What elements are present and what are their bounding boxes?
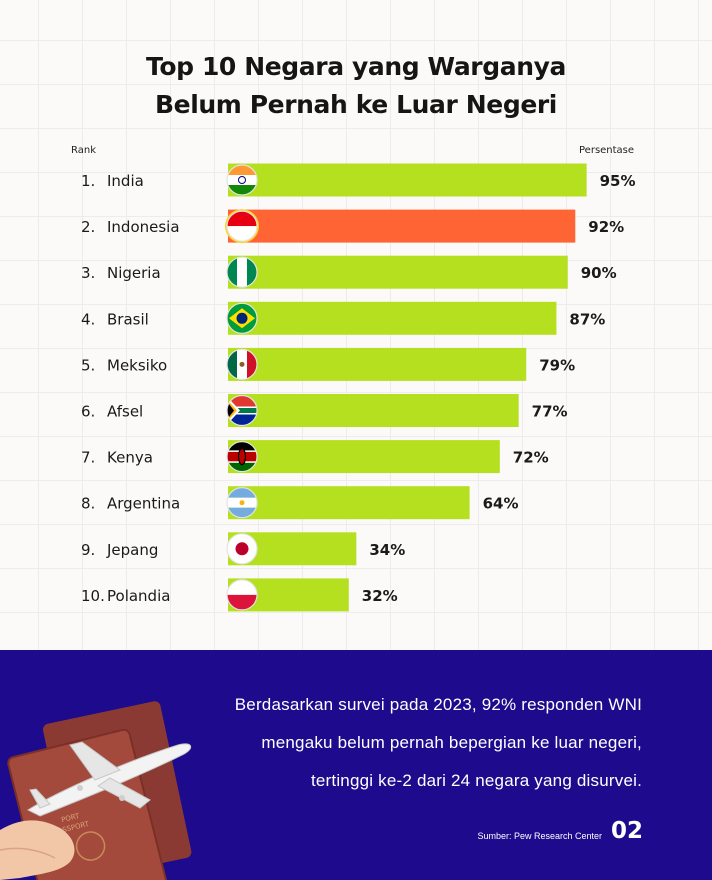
rank-label: 6. [81, 403, 95, 421]
south-africa-flag-icon [226, 394, 258, 427]
bar-row: 4. Brasil 87% [81, 301, 605, 335]
argentina-flag-icon [226, 487, 258, 519]
country-label: Argentina [107, 495, 180, 513]
rank-label: 8. [81, 495, 95, 513]
kenya-flag-icon [226, 441, 258, 473]
bar [228, 440, 500, 474]
description-line-2: mengaku belum pernah bepergian ke luar n… [261, 733, 642, 752]
brazil-flag-icon [226, 302, 258, 334]
percentage-header: Persentase [579, 145, 635, 156]
bar-row: 6. Afsel 77% [81, 394, 568, 427]
bar-row: 2. Indonesia 92% [81, 209, 624, 244]
mexico-flag-icon [226, 348, 258, 380]
page-number: 02 [610, 818, 643, 844]
country-label: Polandia [107, 587, 170, 605]
rank-label: 4. [81, 310, 95, 328]
rank-label: 2. [81, 218, 95, 236]
bar-row: 3. Nigeria 90% [81, 255, 617, 289]
rank-label: 5. [81, 356, 95, 374]
rank-label: 1. [81, 172, 95, 190]
india-flag-icon [226, 164, 258, 196]
value-label: 77% [532, 403, 568, 421]
bar [228, 486, 470, 520]
description-line-1: Berdasarkan survei pada 2023, 92% respon… [234, 695, 642, 714]
value-label: 79% [539, 356, 575, 374]
rank-label: 7. [81, 449, 95, 467]
indonesia-flag-icon [225, 209, 259, 244]
country-label: Jepang [106, 541, 158, 559]
value-label: 72% [513, 449, 549, 467]
value-label: 87% [569, 310, 605, 328]
bar [228, 394, 519, 427]
bar [228, 163, 587, 197]
country-label: Kenya [107, 449, 153, 467]
chart-section: Top 10 Negara yang Warganya Belum Pernah… [0, 0, 712, 650]
rank-label: 3. [81, 264, 95, 282]
bar [228, 301, 557, 335]
bar-row: 7. Kenya 72% [81, 440, 549, 474]
title-line-2: Belum Pernah ke Luar Negeri [155, 90, 557, 119]
bar-row: 9. Jepang 34% [81, 532, 405, 566]
bar [228, 255, 568, 289]
source-credit: Sumber: Pew Research Center [477, 831, 602, 841]
country-label: Afsel [107, 403, 143, 421]
bar-row: 10. Polandia 32% [81, 578, 398, 612]
rank-header: Rank [71, 145, 96, 156]
value-label: 34% [369, 541, 405, 559]
description-line-3: tertinggi ke-2 dari 24 negara yang disur… [310, 771, 642, 790]
bar [228, 209, 576, 243]
bar-row: 8. Argentina 64% [81, 486, 519, 520]
country-label: Brasil [107, 310, 149, 328]
country-label: Nigeria [107, 264, 161, 282]
footer-panel: PORT PASSPORT Berdasarkan survei pada 20… [0, 650, 712, 880]
rank-label: 9. [81, 541, 95, 559]
value-label: 95% [600, 172, 636, 190]
country-label: India [107, 172, 144, 190]
poland-flag-icon [226, 579, 258, 611]
airplane-icon [26, 741, 192, 817]
country-label: Meksiko [107, 356, 167, 374]
title-line-1: Top 10 Negara yang Warganya [146, 52, 566, 81]
value-label: 64% [483, 495, 519, 513]
bar-chart: 1. India 95% 2. Indonesia 92% 3. Nigeria 90% 4. Br… [81, 163, 636, 612]
value-label: 92% [588, 218, 624, 236]
bar-row: 5. Meksiko 79% [81, 347, 575, 381]
rank-label: 10. [81, 587, 105, 605]
value-label: 32% [362, 587, 398, 605]
passport-airplane-illustration: PORT PASSPORT [0, 701, 192, 880]
survey-description: Berdasarkan survei pada 2023, 92% respon… [172, 686, 642, 800]
japan-flag-icon [226, 533, 258, 565]
bar-row: 1. India 95% [81, 163, 636, 197]
chart-title: Top 10 Negara yang Warganya Belum Pernah… [0, 48, 712, 124]
bar [228, 347, 527, 381]
value-label: 90% [581, 264, 617, 282]
nigeria-flag-icon [226, 256, 258, 288]
country-label: Indonesia [107, 218, 180, 236]
